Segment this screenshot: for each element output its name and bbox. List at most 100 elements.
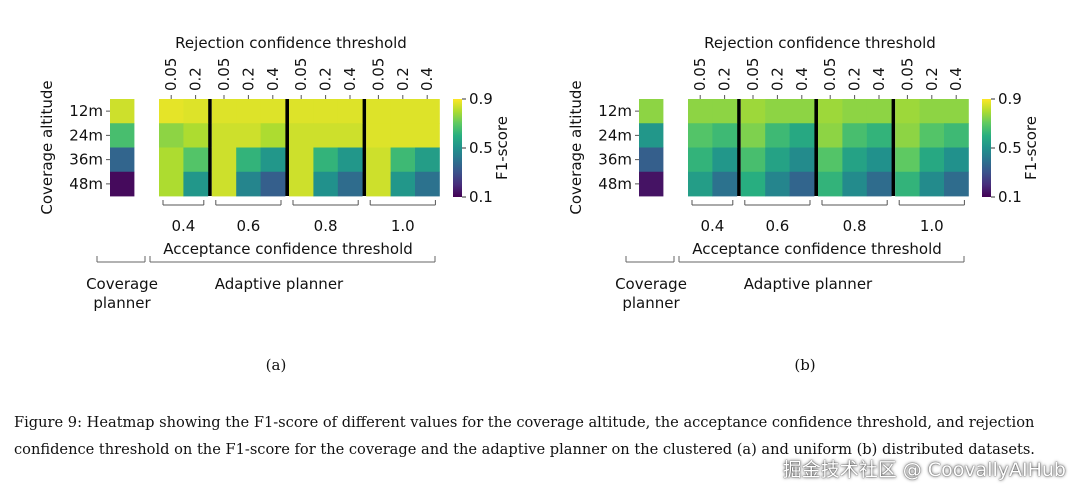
panel-b-group-separator-1 — [736, 99, 741, 196]
panel-a-adaptive-cell-12m-6 — [289, 99, 314, 124]
panel-b-coverage-cell-48m — [639, 171, 664, 197]
panel-a-adaptive-cell-24m-10 — [390, 123, 416, 148]
panel-b-adaptive-cell-36m-5 — [789, 147, 815, 173]
panel-b-rejection-tick-label-8: 0.4 — [870, 67, 888, 91]
panel-a-adaptive-cell-36m-3 — [211, 147, 237, 173]
panel-a-top-axis-label: Rejection confidence threshold — [175, 34, 407, 52]
panel-a-adaptive-cell-36m-4 — [236, 147, 261, 173]
panel-b-rejection-tick-label-4: 0.2 — [768, 67, 786, 91]
panel-b-rejection-tick-label-9: 0.05 — [898, 58, 916, 91]
panel-a-row-label-36m: 36m — [69, 151, 103, 169]
panel-b-adaptive-cell-24m-3 — [740, 123, 766, 148]
panel-b-adaptive-cell-36m-11 — [944, 147, 969, 173]
panel-a-coverage-cell-24m — [110, 123, 135, 148]
panel-a-y-axis-label: Coverage altitude — [38, 80, 56, 214]
panel-b-adaptive-cell-24m-5 — [789, 123, 815, 148]
panel-a-rejection-tick-label-5: 0.4 — [264, 67, 282, 91]
panel-b-colorbar-tick-label-2: 0.5 — [998, 139, 1022, 157]
panel-a-adaptive-cell-24m-1 — [159, 123, 184, 148]
panel-b-adaptive-cell-36m-3 — [740, 147, 766, 173]
panel-a-adaptive-cell-12m-1 — [159, 99, 184, 124]
panel-b-adaptive-cell-12m-3 — [740, 99, 766, 124]
panel-a-adaptive-cell-36m-2 — [183, 147, 209, 173]
panel-a-adaptive-cell-24m-4 — [236, 123, 261, 148]
panel-a-adaptive-cell-24m-8 — [337, 123, 363, 148]
panel-b-adaptive-planner-label: Adaptive planner — [744, 275, 873, 293]
panel-b-adaptive-cell-48m-6 — [818, 171, 843, 197]
panel-b-rejection-tick-label-6: 0.05 — [821, 58, 839, 91]
panel-a-rejection-tick-label-10: 0.2 — [394, 67, 412, 91]
panel-a-adaptive-cell-36m-1 — [159, 147, 184, 173]
panel-a-adaptive-cell-12m-4 — [236, 99, 261, 124]
panel-a-adaptive-cell-36m-8 — [337, 147, 363, 173]
panel-a-adaptive-cell-36m-10 — [390, 147, 416, 173]
panel-a-rejection-tick-label-11: 0.4 — [418, 67, 436, 91]
panel-a-adaptive-cell-36m-11 — [415, 147, 440, 173]
panel-a-acceptance-label-2: 0.6 — [236, 217, 260, 235]
panel-b-acceptance-label-3: 0.8 — [843, 217, 867, 235]
panel-b-adaptive-cell-12m-1 — [688, 99, 713, 124]
panel-a-adaptive-cell-48m-3 — [211, 171, 237, 197]
panel-b-coverage-cell-36m — [639, 147, 664, 173]
panel-a-colorbar-tick-label-3: 0.1 — [469, 188, 493, 206]
panel-a-adaptive-cell-12m-2 — [183, 99, 209, 124]
panel-b-adaptive-cell-36m-6 — [818, 147, 843, 173]
panel-b-bottom-axis-label: Acceptance confidence threshold — [692, 240, 942, 258]
panel-b-acceptance-label-4: 1.0 — [920, 217, 944, 235]
panel-a-coverage-cell-48m — [110, 171, 135, 197]
panel-a-adaptive-cell-24m-6 — [289, 123, 314, 148]
panel-a-adaptive-cell-24m-9 — [366, 123, 391, 148]
panel-b-rejection-tick-label-3: 0.05 — [744, 58, 762, 91]
panel-b-acceptance-label-2: 0.6 — [765, 217, 789, 235]
panel-b-coverage-planner-label-line-1: Coverage — [615, 275, 687, 293]
panel-a-adaptive-cell-12m-8 — [337, 99, 363, 124]
panel-b-y-axis-label: Coverage altitude — [567, 80, 585, 214]
panel-b-adaptive-cell-12m-6 — [818, 99, 843, 124]
panel-b-adaptive-cell-48m-3 — [740, 171, 766, 197]
panel-b-adaptive-cell-24m-2 — [712, 123, 738, 148]
panel-a-rejection-tick-label-9: 0.05 — [369, 58, 387, 91]
panel-b-adaptive-cell-24m-8 — [866, 123, 892, 148]
panel-a-adaptive-cell-36m-6 — [289, 147, 314, 173]
panel-a-colorbar-label: F1-score — [493, 116, 511, 180]
panel-b-top-axis-label: Rejection confidence threshold — [704, 34, 936, 52]
panel-a-rejection-tick-label-6: 0.05 — [292, 58, 310, 91]
panel-b-group-separator-3 — [891, 99, 896, 196]
panel-b-adaptive-cell-12m-4 — [765, 99, 790, 124]
panel-a-adaptive-cell-24m-5 — [260, 123, 286, 148]
panel-b-adaptive-cell-24m-9 — [895, 123, 920, 148]
panel-b-adaptive-cell-48m-4 — [765, 171, 790, 197]
figure: 12m 24m 36m 48m Coverage altitude 0.05 0.2 0.05… — [38, 34, 1040, 312]
panel-a-adaptive-cell-48m-10 — [390, 171, 416, 197]
panel-a-acceptance-label-1: 0.4 — [171, 217, 195, 235]
panel-a-colorbar-tick-label-2: 0.5 — [469, 139, 493, 157]
watermark: 掘金技术社区 @ CoovallyAIHub — [782, 459, 1066, 481]
panel-a-row-label-12m: 12m — [69, 102, 103, 120]
panel-b-adaptive-cell-48m-2 — [712, 171, 738, 197]
panel-a-coverage-planner-label-line-1: Coverage — [86, 275, 158, 293]
panel-b-adaptive-cell-12m-5 — [789, 99, 815, 124]
panel-a-coverage-cell-12m — [110, 99, 135, 124]
panel-b-rejection-tick-label-5: 0.4 — [793, 67, 811, 91]
panel-a-acceptance-label-4: 1.0 — [391, 217, 415, 235]
panel-label-a: (a) — [265, 356, 287, 374]
panel-b-group-separator-2 — [814, 99, 818, 196]
panel-a-adaptive-cell-24m-2 — [183, 123, 209, 148]
panel-a-adaptive-cell-48m-4 — [236, 171, 261, 197]
panel-label-b: (b) — [794, 356, 816, 374]
panel-a-rejection-tick-label-8: 0.4 — [341, 67, 359, 91]
panel-b-adaptive-cell-24m-4 — [765, 123, 790, 148]
panel-a-adaptive-cell-36m-9 — [366, 147, 391, 173]
panel-b-adaptive-cell-36m-4 — [765, 147, 790, 173]
panel-b-rejection-tick-label-10: 0.2 — [923, 67, 941, 91]
panel-b-adaptive-cell-12m-8 — [866, 99, 892, 124]
panel-b-adaptive-cell-24m-7 — [842, 123, 868, 148]
panel-b-coverage-cell-12m — [639, 99, 664, 124]
panel-b-rejection-tick-label-11: 0.4 — [947, 67, 965, 91]
panel-b-colorbar-tick-label-1: 0.9 — [998, 90, 1022, 108]
panel-b-adaptive-cell-12m-2 — [712, 99, 738, 124]
panel-a-adaptive-cell-48m-6 — [289, 171, 314, 197]
panel-a-row-label-48m: 48m — [69, 175, 103, 193]
panel-a-rejection-tick-label-4: 0.2 — [239, 67, 257, 91]
panel-a-group-separator-3 — [362, 99, 367, 196]
